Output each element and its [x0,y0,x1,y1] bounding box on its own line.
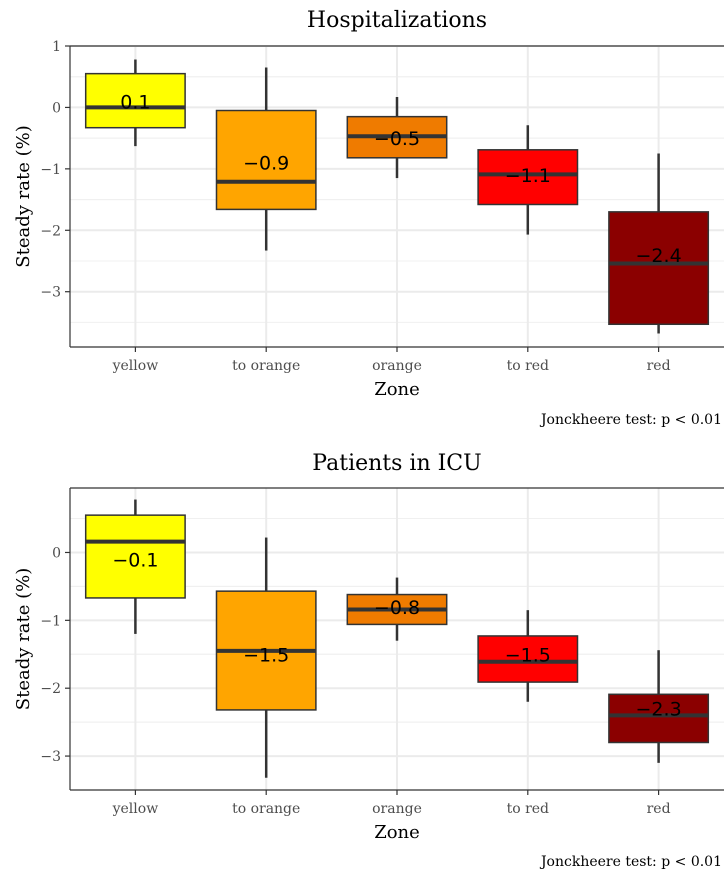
x-tick-label: yellow [112,801,159,817]
mean-label: −1.5 [243,644,289,666]
mean-label: −2.3 [636,699,682,721]
y-tick-label: −2 [40,681,61,697]
box-to-orange [215,67,317,251]
panel-1: 0.1 −0.9 −0.5 −1.1 −2.4 1 0 −1 −2 −3 yellow to oran… [13,8,724,428]
box-to-red [477,610,579,702]
x-axis-title: Zone [374,822,420,843]
x-tick-label: yellow [112,358,159,374]
mean-label: −1.5 [505,644,551,666]
x-tick-label: red [647,358,671,374]
mean-label: 0.1 [120,91,150,113]
box-body [477,635,579,683]
y-tick-label: 1 [52,39,61,55]
box-body [84,514,186,599]
x-tick-label: to red [507,801,549,817]
box-to-red [477,125,579,235]
box-orange [346,96,448,179]
mean-label: −2.4 [636,245,682,267]
y-tick-label: −3 [40,749,61,765]
box-red [608,650,710,763]
box-yellow [84,59,186,147]
y-tick-label: 0 [52,100,61,116]
mean-label: −0.8 [374,597,420,619]
panel-2: −0.1 −1.5 −0.8 −1.5 −2.3 0 −1 −2 −3 yellow to oran… [13,451,724,870]
mean-label: −0.1 [112,549,158,571]
box-body [84,72,186,129]
x-axis-title: Zone [374,379,420,400]
y-tick-label: −1 [40,162,61,178]
box-orange [346,577,448,641]
mean-label: −0.5 [374,128,420,150]
x-tick-label: to orange [232,358,300,374]
x-tick-label: orange [372,358,422,374]
x-tick-label: red [647,801,671,817]
box-yellow [84,499,186,634]
y-tick-label: −1 [40,613,61,629]
x-tick-label: orange [372,801,422,817]
box-red [608,153,710,334]
caption: Jonckheere test: p < 0.01 [539,412,722,428]
y-axis-title: Steady rate (%) [13,125,34,267]
mean-label: −1.1 [505,165,551,187]
chart-title: Patients in ICU [312,451,481,476]
box-to-orange [215,537,317,778]
box-body [215,109,317,211]
box-body [608,211,710,326]
caption: Jonckheere test: p < 0.01 [539,854,722,870]
x-tick-label: to red [507,358,549,374]
box-body [608,693,710,744]
mean-label: −0.9 [243,153,289,175]
y-tick-label: 0 [52,545,61,561]
y-axis-title: Steady rate (%) [13,568,34,710]
y-tick-label: −3 [40,285,61,301]
chart-title: Hospitalizations [307,8,487,33]
y-tick-label: −2 [40,223,61,239]
x-tick-label: to orange [232,801,300,817]
box-body [477,149,579,206]
